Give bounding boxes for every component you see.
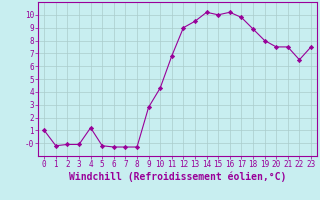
X-axis label: Windchill (Refroidissement éolien,°C): Windchill (Refroidissement éolien,°C) <box>69 172 286 182</box>
